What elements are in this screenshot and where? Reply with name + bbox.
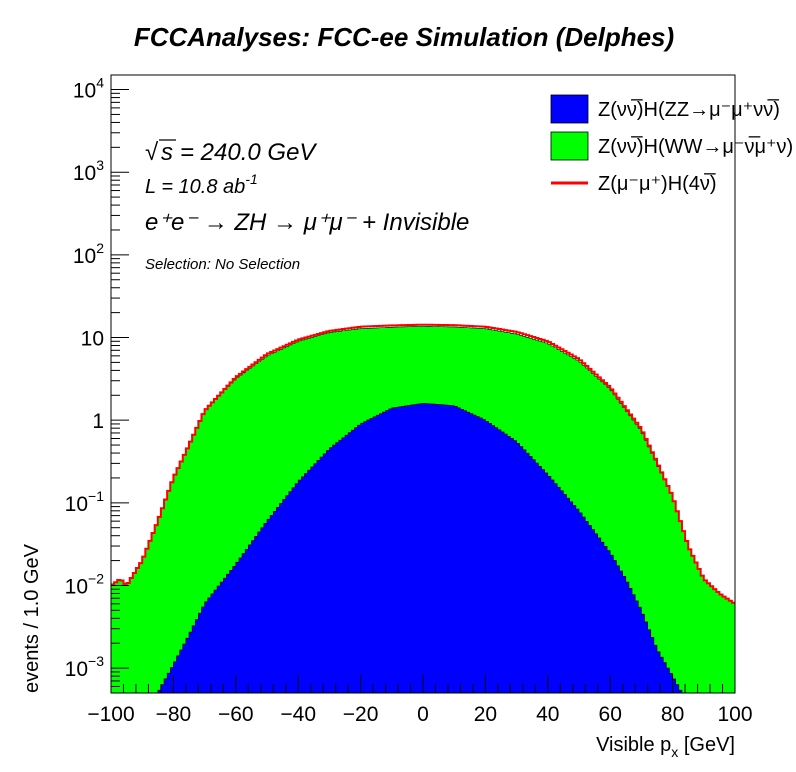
- y-axis-title: events / 1.0 GeV: [21, 543, 43, 693]
- y-tick-label: 103: [73, 157, 104, 185]
- x-tick-label: 0: [417, 703, 429, 726]
- y-tick-label: 10−3: [65, 653, 105, 681]
- y-tick-label: 10−1: [65, 488, 105, 516]
- legend-swatch-1: [550, 131, 589, 161]
- y-tick-label: 10−2: [65, 570, 105, 598]
- legend-label-1: Z(νν̅)H(WW→μ⁻ν̅μ⁺ν): [598, 135, 793, 158]
- svg-text:s: s: [161, 139, 173, 166]
- legend-label-0: Z(νν̅)H(ZZ→μ⁻μ⁺νν̅): [598, 98, 780, 121]
- x-tick-label: −20: [343, 703, 379, 726]
- sqrt-s-text: = 240.0 GeV: [180, 139, 317, 166]
- x-tick-label: −80: [156, 703, 192, 726]
- x-tick-label: −100: [87, 703, 134, 726]
- series-line-2: [111, 323, 735, 604]
- y-tick-label: 1: [92, 410, 104, 433]
- x-tick-label: 20: [474, 703, 497, 726]
- legend-label-2: Z(μ⁻μ⁺)H(4ν̅): [598, 172, 717, 195]
- plot-area: −100 −80 −60 −40 −20 0 20 40 60 80 100 10−3 10−2 10−1…: [65, 74, 753, 726]
- y-tick-label: 104: [73, 75, 104, 103]
- x-tick-label: 100: [717, 703, 752, 726]
- chart-title: FCCAnalyses: FCC-ee Simulation (Delphes): [134, 22, 674, 52]
- svg-text:√: √: [145, 139, 159, 166]
- legend-swatch-0: [550, 94, 589, 124]
- y-tick-label: 10: [81, 328, 104, 351]
- x-tick-label: 40: [536, 703, 559, 726]
- annotations: √ s = 240.0 GeV L = 10.8 ab-1 e⁺e⁻ → ZH …: [145, 139, 469, 273]
- legend: Z(νν̅)H(ZZ→μ⁻μ⁺νν̅) Z(νν̅)H(WW→μ⁻ν̅μ⁺ν) Z(…: [550, 94, 793, 195]
- x-tick-label: 80: [661, 703, 684, 726]
- sqrt-s-annotation: √ s = 240.0 GeV: [145, 139, 317, 166]
- x-tick-label: 60: [599, 703, 622, 726]
- x-axis-title: Visible px [GeV]: [596, 734, 735, 760]
- series-area-0: [157, 403, 683, 693]
- selection-annotation: Selection: No Selection: [145, 256, 300, 273]
- lumi-annotation: L = 10.8 ab-1: [145, 171, 258, 198]
- x-tick-label: −40: [280, 703, 316, 726]
- y-tick-label: 102: [73, 240, 104, 268]
- x-tick-label: −60: [218, 703, 254, 726]
- process-annotation: e⁺e⁻ → ZH → μ⁺μ⁻ + Invisible: [145, 209, 469, 236]
